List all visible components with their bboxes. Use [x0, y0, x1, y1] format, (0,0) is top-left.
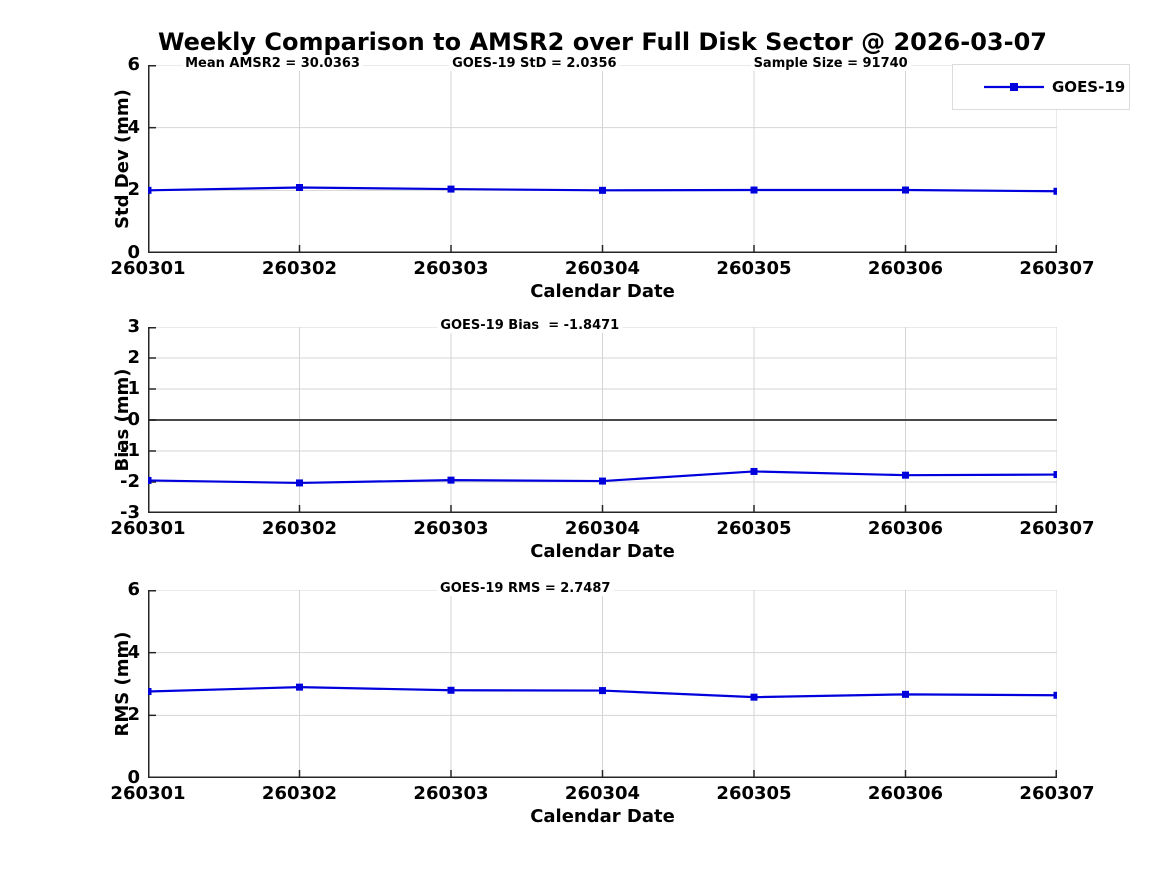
y-tick-label: -3	[120, 502, 140, 523]
y-axis-label-stddev: Std Dev (mm)	[112, 89, 133, 229]
y-tick-label: 0	[127, 767, 140, 788]
x-tick-label: 260302	[261, 783, 338, 804]
x-tick-label: 260303	[413, 518, 489, 539]
data-point-marker	[599, 186, 606, 194]
y-tick-label: 2	[127, 179, 140, 201]
y-tick-label: -1	[120, 440, 140, 461]
y-axis-label-rms: RMS (mm)	[112, 631, 133, 737]
rms-plot-area	[148, 590, 1057, 778]
annotation-text: Sample Size = 91740	[750, 56, 911, 71]
data-point-marker	[599, 477, 606, 485]
x-tick-label: 260305	[716, 258, 792, 279]
x-tick-label: 260302	[261, 258, 338, 279]
y-tick-label: 1	[127, 378, 140, 399]
data-point-marker	[750, 186, 758, 194]
x-tick-label: 260301	[110, 783, 186, 804]
annotation-text: GOES-19 Bias = -1.8471	[437, 318, 623, 333]
data-point-marker	[902, 186, 909, 194]
data-point-marker	[750, 693, 758, 701]
data-point-marker	[148, 688, 152, 696]
x-tick-label: 260301	[110, 258, 186, 279]
y-tick-label: 6	[127, 54, 140, 75]
data-point-marker	[1053, 471, 1057, 479]
annotation-text: GOES-19 RMS = 2.7487	[437, 581, 614, 596]
x-tick-label: 260302	[261, 518, 338, 539]
x-tick-label: 260305	[716, 783, 792, 804]
data-point-marker	[750, 467, 758, 475]
y-tick-label: 0	[127, 242, 140, 263]
y-tick-label: 4	[127, 116, 140, 138]
data-point-marker	[447, 686, 455, 694]
y-tick-label: 0	[127, 409, 140, 430]
data-point-marker	[1053, 187, 1057, 195]
data-point-marker	[447, 185, 455, 193]
bias-plot-area	[148, 327, 1057, 513]
y-tick-label: 3	[127, 316, 140, 337]
x-tick-label: 260303	[413, 783, 489, 804]
legend-line-sample	[984, 83, 1044, 91]
x-tick-label: 260306	[867, 518, 944, 539]
data-point-marker	[902, 690, 909, 698]
x-axis-label-rms: Calendar Date	[530, 806, 675, 827]
x-axis-label-bias: Calendar Date	[530, 541, 675, 562]
legend-square-marker-icon	[1010, 83, 1018, 91]
data-point-marker	[1053, 691, 1057, 699]
data-point-marker	[599, 687, 606, 695]
x-tick-label: 260306	[867, 783, 944, 804]
legend-box: GOES-19	[952, 64, 1130, 110]
x-tick-label: 260303	[413, 258, 489, 279]
x-axis-label-stddev: Calendar Date	[530, 281, 675, 302]
data-point-marker	[447, 476, 455, 484]
x-tick-label: 260307	[1019, 258, 1095, 279]
y-tick-label: 6	[127, 579, 140, 600]
x-tick-label: 260304	[564, 518, 641, 539]
data-point-marker	[902, 471, 909, 479]
x-tick-label: 260306	[867, 258, 944, 279]
annotation-text: GOES-19 StD = 2.0356	[449, 56, 620, 71]
annotation-text: Mean AMSR2 = 30.0363	[182, 56, 363, 71]
x-tick-label: 260304	[564, 258, 641, 279]
x-tick-label: 260301	[110, 518, 186, 539]
data-point-marker	[296, 683, 303, 691]
y-tick-label: 2	[127, 704, 140, 726]
x-tick-label: 260304	[564, 783, 641, 804]
y-tick-label: -2	[120, 471, 140, 492]
legend-label: GOES-19	[1052, 78, 1126, 96]
y-tick-label: 4	[127, 641, 140, 663]
x-tick-label: 260307	[1019, 783, 1095, 804]
data-point-marker	[296, 184, 303, 192]
figure-title: Weekly Comparison to AMSR2 over Full Dis…	[158, 28, 1047, 56]
data-point-marker	[296, 479, 303, 487]
data-point-marker	[148, 476, 152, 484]
y-tick-label: 2	[127, 347, 140, 368]
x-tick-label: 260307	[1019, 518, 1095, 539]
data-point-marker	[148, 186, 152, 194]
x-tick-label: 260305	[716, 518, 792, 539]
stddev-plot-area	[148, 65, 1057, 253]
